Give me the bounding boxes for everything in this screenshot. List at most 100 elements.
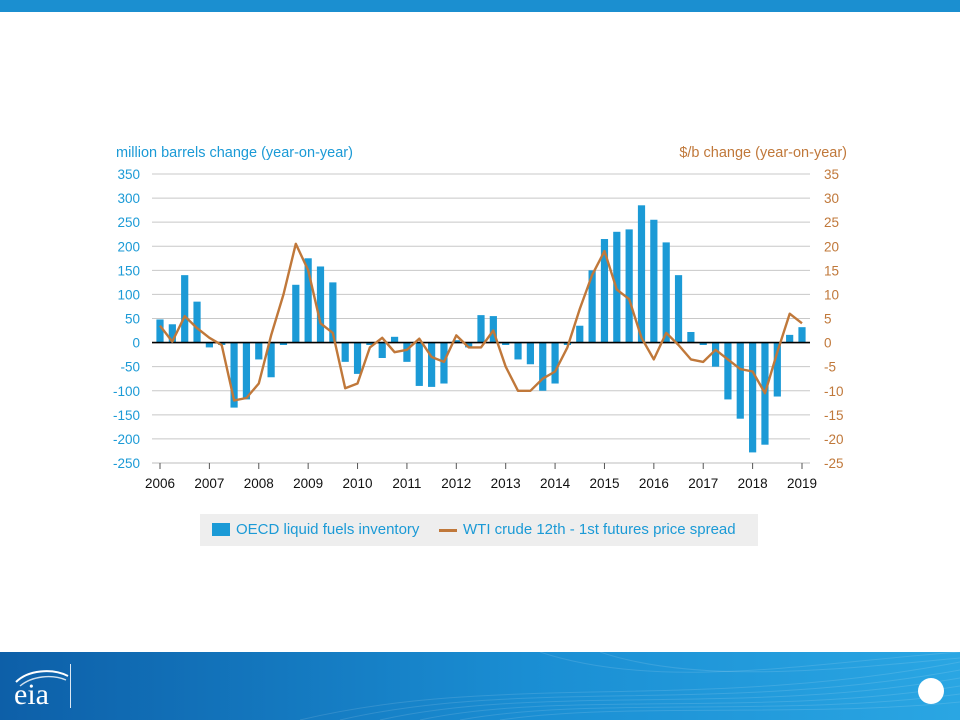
x-tick-label: 2008: [244, 476, 274, 491]
right-tick-label: -15: [824, 408, 844, 423]
bar: [255, 342, 263, 360]
x-axis: 2006 2007 2008 2009 2010 2011 2012 2013 2014 2015…: [145, 462, 817, 491]
logo-divider: [70, 664, 71, 708]
bar: [502, 342, 510, 345]
x-tick-label: 2012: [441, 476, 471, 491]
bar: [353, 342, 362, 374]
legend-line-swatch: [439, 529, 457, 532]
right-tick-label: 5: [824, 312, 832, 327]
left-tick-label: -250: [113, 456, 140, 471]
line-series: [159, 242, 803, 402]
bar: [637, 205, 646, 343]
right-tick-label: 25: [824, 215, 839, 230]
left-tick-label: 350: [117, 167, 140, 182]
legend-bar-swatch: [212, 523, 230, 536]
left-axis: 350 300 250 200 150 100 50 0 -50 -100 -150 -200 -250: [113, 167, 140, 471]
bar: [600, 239, 609, 343]
bar: [403, 342, 411, 362]
bar: [650, 219, 658, 343]
bar: [205, 342, 213, 348]
right-tick-label: 35: [824, 167, 839, 182]
left-tick-label: -100: [113, 384, 140, 399]
bar: [316, 266, 325, 343]
bar: [452, 340, 460, 343]
bar: [329, 282, 337, 343]
bar: [798, 327, 806, 343]
left-tick-label: 300: [117, 191, 140, 206]
bar: [366, 342, 374, 345]
left-tick-label: 50: [125, 312, 140, 327]
right-tick-label: 20: [824, 239, 839, 254]
x-tick-label: 2011: [392, 476, 421, 491]
bar: [699, 342, 707, 345]
bar: [304, 258, 312, 343]
right-tick-label: 15: [824, 263, 839, 278]
eia-logo: eia: [14, 670, 69, 711]
svg-text:eia: eia: [14, 678, 49, 711]
top-accent-bar: [0, 0, 960, 12]
bar: [292, 284, 300, 343]
bar: [415, 342, 423, 386]
bar: [477, 315, 485, 343]
x-tick-label: 2014: [540, 476, 571, 491]
bar: [390, 336, 399, 343]
bar: [267, 342, 275, 378]
bar: [526, 342, 534, 365]
bar: [662, 242, 670, 343]
bar: [711, 342, 720, 367]
x-tick-label: 2010: [343, 476, 373, 491]
left-tick-label: 100: [117, 287, 140, 302]
right-tick-label: 0: [824, 336, 832, 351]
legend: OECD liquid fuels inventory WTI crude 12…: [200, 514, 758, 546]
bar: [193, 301, 201, 343]
page-indicator: [918, 678, 944, 704]
x-tick-label: 2006: [145, 476, 175, 491]
x-tick-label: 2007: [194, 476, 224, 491]
x-tick-label: 2015: [589, 476, 619, 491]
legend-line-label: WTI crude 12th - 1st futures price sprea…: [463, 521, 736, 538]
left-axis-title: million barrels change (year-on-year): [116, 145, 353, 161]
x-tick-label: 2016: [639, 476, 669, 491]
bar: [428, 342, 436, 387]
bar-series: [156, 205, 806, 453]
bar: [736, 342, 744, 419]
left-tick-label: 150: [117, 263, 140, 278]
left-tick-label: -150: [113, 408, 140, 423]
bar: [551, 342, 559, 384]
bar: [749, 342, 757, 453]
right-tick-label: 30: [824, 191, 839, 206]
bar: [242, 342, 251, 400]
bar: [576, 325, 584, 343]
x-tick-label: 2009: [293, 476, 323, 491]
bar: [378, 342, 386, 358]
x-tick-label: 2017: [688, 476, 718, 491]
bar: [773, 342, 781, 397]
right-tick-label: -5: [824, 360, 836, 375]
bar: [156, 319, 164, 343]
bar: [168, 324, 176, 343]
left-tick-label: 200: [117, 239, 140, 254]
x-tick-label: 2018: [738, 476, 768, 491]
right-tick-label: -25: [824, 456, 844, 471]
legend-bar-label: OECD liquid fuels inventory: [236, 521, 420, 538]
bar: [588, 270, 596, 343]
bar: [341, 342, 349, 362]
bar: [786, 334, 794, 343]
left-tick-label: -200: [113, 432, 140, 447]
left-tick-label: -50: [120, 360, 140, 375]
right-tick-label: -10: [824, 384, 844, 399]
right-axis-title: $/b change (year-on-year): [679, 145, 847, 161]
left-tick-label: 250: [117, 215, 140, 230]
bar: [539, 342, 547, 391]
chart: 2006 2007 2008 2009 2010 2011 2012 2013 2014 2015…: [113, 145, 847, 491]
right-tick-label: 10: [824, 287, 839, 302]
bar: [181, 275, 189, 343]
bar: [625, 229, 633, 343]
bar: [674, 275, 683, 343]
bar: [465, 342, 473, 348]
x-tick-label: 2013: [491, 476, 521, 491]
footer-band: [0, 652, 960, 720]
bar: [514, 342, 522, 360]
bar: [230, 342, 238, 408]
right-tick-label: -20: [824, 432, 844, 447]
